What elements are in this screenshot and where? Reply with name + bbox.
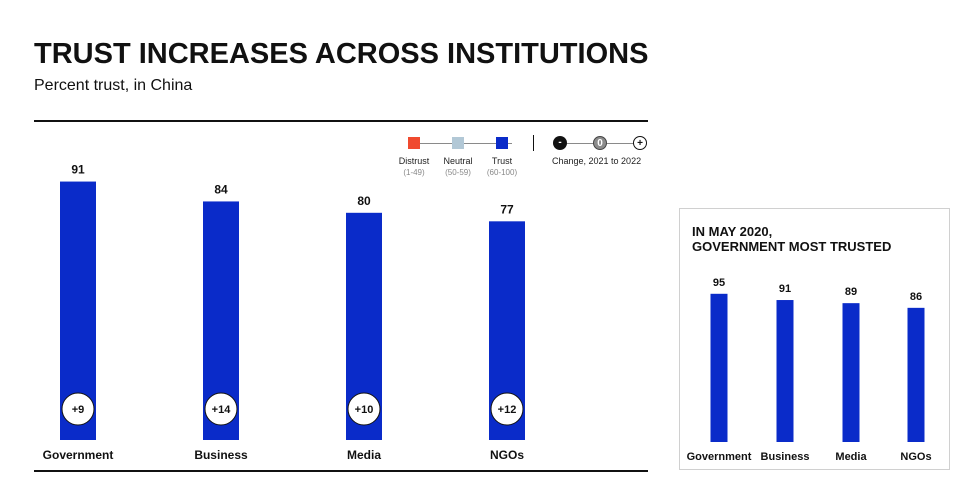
legend-change-negative-icon: - xyxy=(553,136,567,150)
legend-change-zero-icon: 0 xyxy=(593,136,607,150)
legend-swatch-trust xyxy=(496,137,508,149)
value-label-government: 91 xyxy=(71,163,85,177)
legend-range-neutral: (50-59) xyxy=(445,168,471,177)
change-badge-business xyxy=(204,392,238,426)
value-label-ngos: 77 xyxy=(500,202,514,216)
change-badge-government xyxy=(61,392,95,426)
legend-range-distrust: (1-49) xyxy=(403,168,425,177)
legend-label-trust: Trust xyxy=(491,156,513,166)
change-label-government: +9 xyxy=(72,404,85,416)
legend-separator xyxy=(533,135,534,151)
change-badge-ngos xyxy=(490,392,524,426)
top-rule xyxy=(34,120,648,122)
inset-title-line1: IN MAY 2020, xyxy=(692,224,773,239)
legend-swatch-distrust xyxy=(408,137,420,149)
change-badge-media xyxy=(347,392,381,426)
chart-subtitle: Percent trust, in China xyxy=(34,77,193,94)
value-label-media: 80 xyxy=(357,194,371,208)
legend-swatch-neutral xyxy=(452,137,464,149)
category-label-government: Government xyxy=(43,448,114,462)
legend-range-trust: (60-100) xyxy=(486,168,518,177)
legend-change-label: Change, 2021 to 2022 xyxy=(552,156,642,166)
bottom-rule xyxy=(34,470,648,472)
chart-title: TRUST INCREASES ACROSS INSTITUTIONS xyxy=(34,38,649,70)
category-label-business: Business xyxy=(194,448,248,462)
legend-label-neutral: Neutral xyxy=(443,156,473,166)
change-label-business: +14 xyxy=(212,404,232,416)
change-label-media: +10 xyxy=(355,404,374,416)
legend-label-distrust: Distrust xyxy=(398,156,430,166)
category-label-media: Media xyxy=(347,448,381,462)
value-label-business: 84 xyxy=(214,182,228,196)
legend: Distrust Neutral Trust (1-49) (50-59) (6… xyxy=(399,133,650,183)
category-label-ngos: NGOs xyxy=(490,448,524,462)
inset-title-line2: GOVERNMENT MOST TRUSTED xyxy=(692,239,892,254)
change-label-ngos: +12 xyxy=(498,404,517,416)
legend-change-positive-icon: + xyxy=(633,136,647,150)
main-bar-chart: 91 +9 Government 84 +14 Business 80 +10 Media 77 +… xyxy=(43,163,525,462)
inset-title: IN MAY 2020, GOVERNMENT MOST TRUSTED xyxy=(692,224,891,254)
